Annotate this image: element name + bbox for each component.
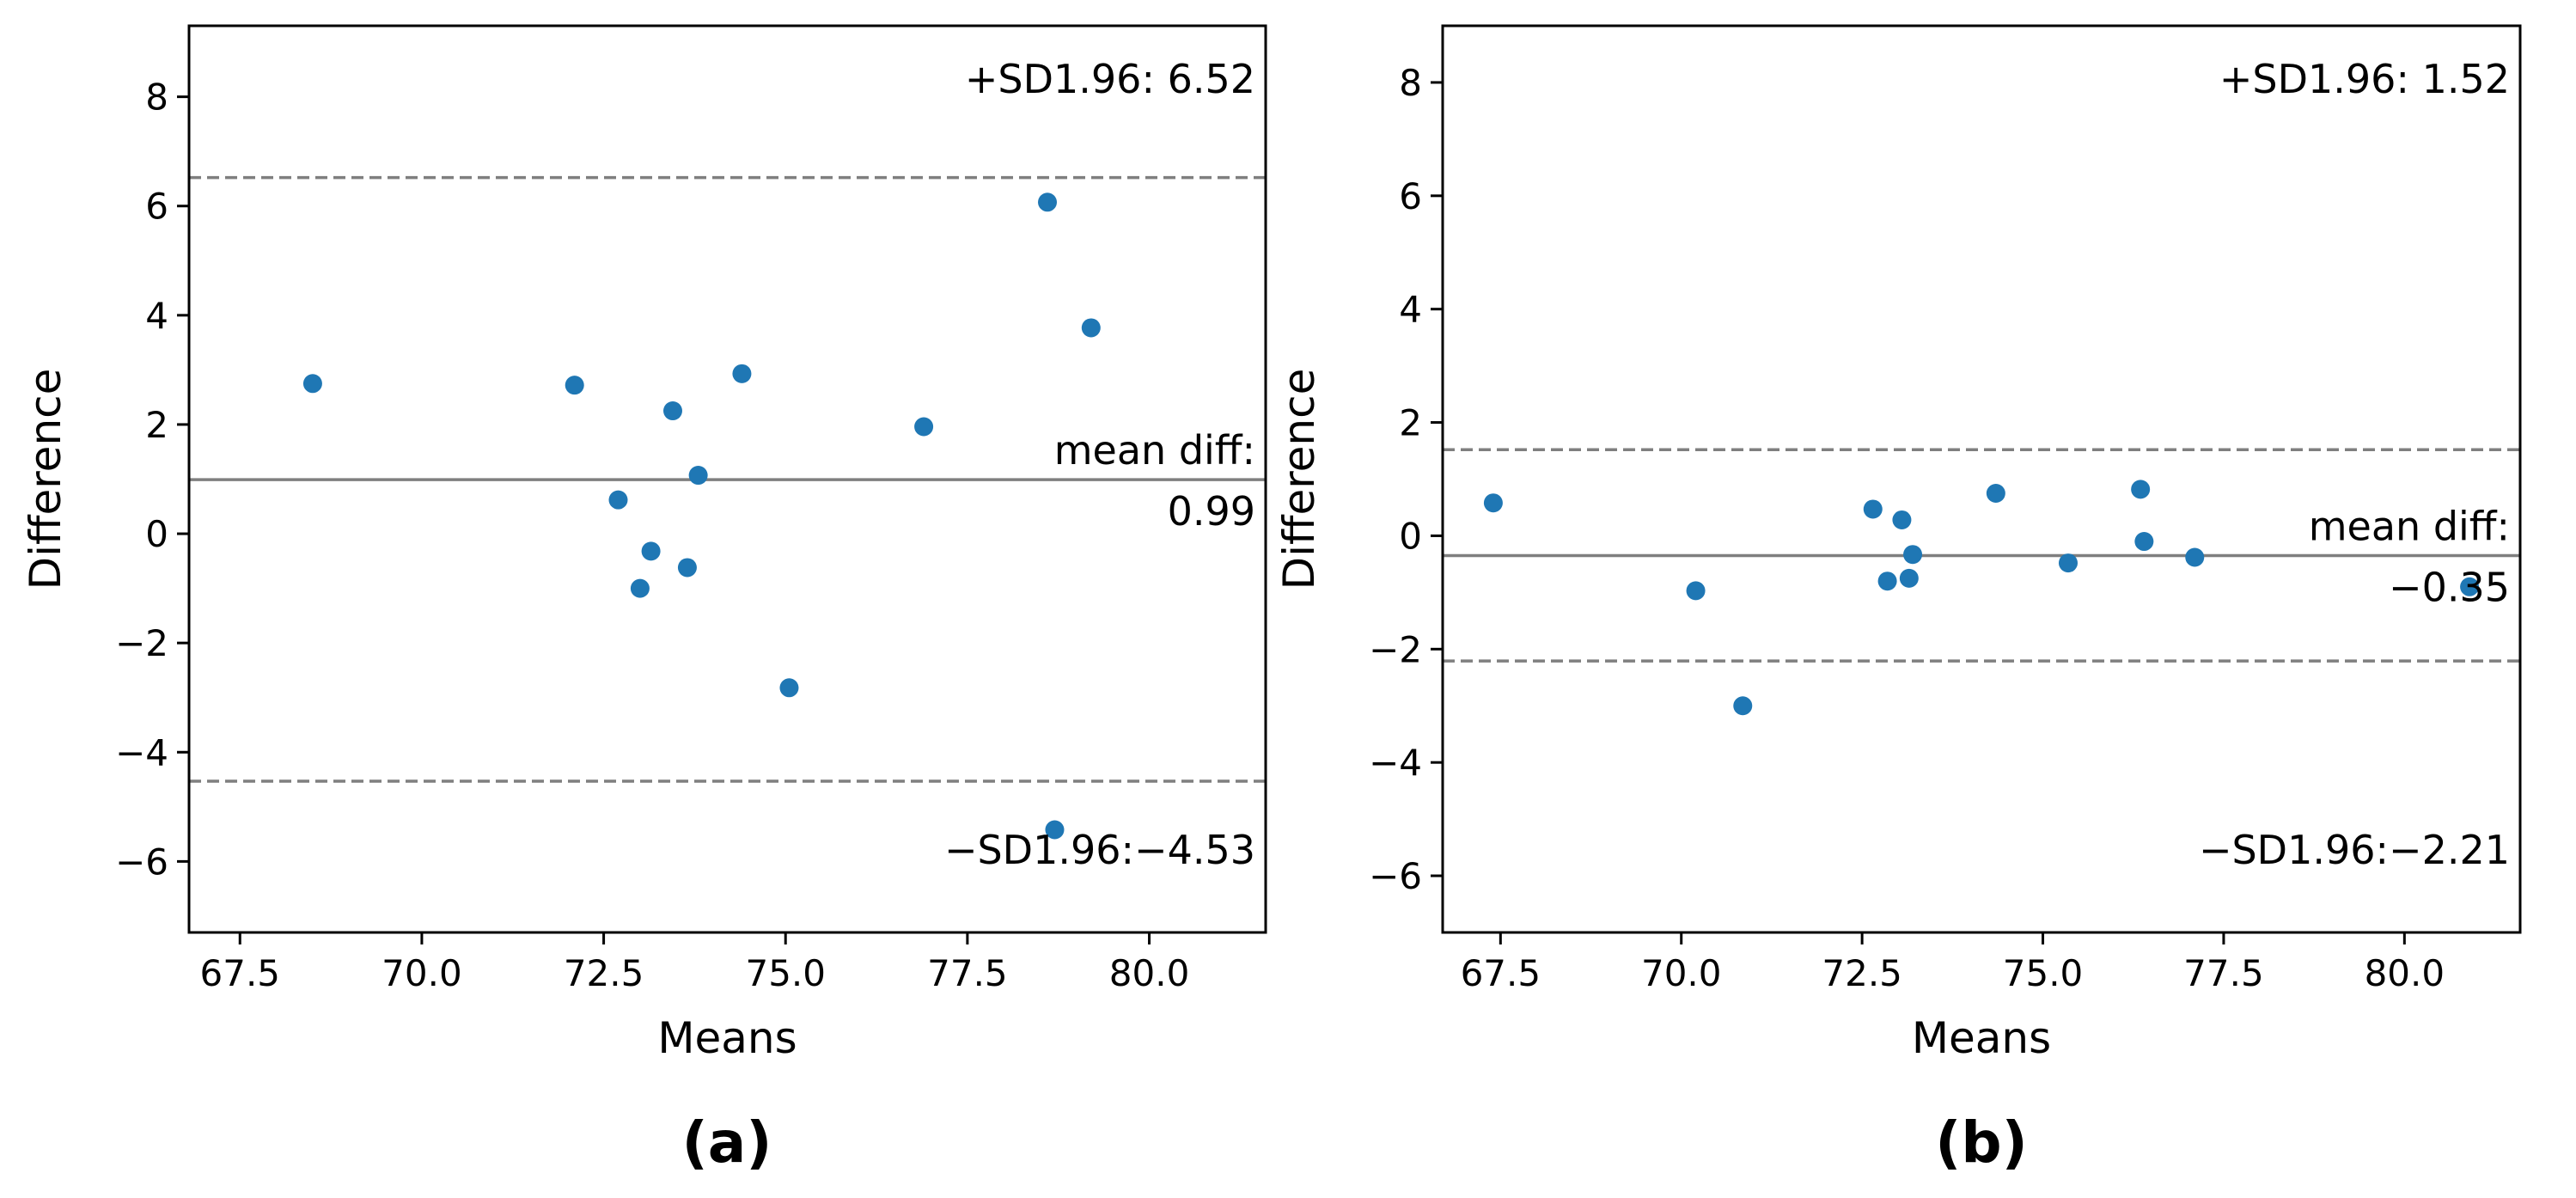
y-tick-label: −2 [115, 622, 168, 664]
data-point [1863, 499, 1883, 519]
data-point [1877, 571, 1897, 591]
data-point [2131, 480, 2151, 499]
y-tick-label: 0 [145, 513, 168, 555]
x-tick-label: 70.0 [382, 952, 462, 994]
panel-a: +SD1.96: 6.52 −SD1.96:−4.53 mean diff: 0.99… [21, 24, 1267, 1176]
y-tick-label: −4 [115, 731, 168, 773]
x-tick-label: 70.0 [1641, 952, 1722, 994]
x-tick-label: 72.5 [1822, 952, 1902, 994]
y-tick-label: 0 [1399, 515, 1422, 557]
data-point [1045, 820, 1065, 840]
data-point [641, 541, 661, 561]
data-point [914, 417, 934, 437]
data-point [630, 578, 650, 598]
mean-diff-label: mean diff: [1054, 427, 1255, 474]
x-axis-title: Means [1912, 1013, 2051, 1063]
x-tick-label: 67.5 [200, 952, 281, 994]
data-point [1686, 581, 1706, 601]
x-tick-label: 80.0 [2365, 952, 2445, 994]
y-tick-label: −2 [1369, 628, 1422, 670]
x-tick-label: 77.5 [2183, 952, 2264, 994]
y-tick-label: 6 [145, 186, 168, 228]
data-point [1081, 318, 1101, 338]
data-point [2460, 577, 2480, 596]
lower-limit-label: −SD1.96:−4.53 [944, 827, 1255, 873]
y-axis-title: Difference [1274, 369, 1324, 590]
data-point [1733, 696, 1753, 716]
data-point [677, 558, 697, 578]
data-point [1899, 568, 1919, 588]
x-axis-title: Means [657, 1013, 797, 1063]
data-point [608, 490, 628, 510]
data-point [2185, 547, 2205, 567]
data-point [663, 401, 683, 421]
y-tick-label: 4 [1399, 289, 1422, 331]
data-point [732, 364, 752, 383]
data-point [1038, 193, 1058, 212]
data-point [1892, 510, 1912, 529]
axes-frame [1441, 24, 2522, 934]
x-tick-label: 77.5 [927, 952, 1008, 994]
mean-diff-value: −0.35 [2389, 565, 2510, 611]
y-tick-label: 2 [1399, 402, 1422, 444]
y-tick-label: 8 [145, 76, 168, 119]
axes-frame [187, 24, 1267, 934]
y-axis-title: Difference [21, 369, 70, 590]
data-point [688, 466, 708, 486]
data-point [1483, 493, 1503, 513]
y-tick-label: 8 [1399, 62, 1422, 104]
y-tick-label: −4 [1369, 742, 1422, 784]
x-tick-label: 72.5 [564, 952, 644, 994]
data-point [302, 374, 322, 394]
panel-b: +SD1.96: 1.52 −SD1.96:−2.21 mean diff: −0.3… [1274, 24, 2522, 1176]
panel-label: (b) [1935, 1109, 2028, 1176]
y-tick-label: −6 [115, 840, 168, 883]
panel-label: (a) [682, 1109, 772, 1176]
y-tick-label: −6 [1369, 855, 1422, 897]
data-point [565, 376, 584, 395]
data-point [1986, 483, 2005, 503]
x-tick-label: 67.5 [1461, 952, 1541, 994]
data-point [1903, 545, 1923, 565]
data-point [2058, 553, 2078, 573]
y-tick-label: 2 [145, 404, 168, 446]
lower-limit-label: −SD1.96:−2.21 [2199, 827, 2510, 873]
x-tick-label: 80.0 [1109, 952, 1190, 994]
x-tick-label: 75.0 [745, 952, 826, 994]
upper-limit-label: +SD1.96: 1.52 [2219, 56, 2510, 102]
mean-diff-label: mean diff: [2309, 504, 2510, 550]
mean-diff-value: 0.99 [1168, 488, 1255, 535]
x-tick-label: 75.0 [2003, 952, 2084, 994]
data-point [779, 678, 799, 698]
y-tick-label: 6 [1399, 175, 1422, 217]
y-tick-label: 4 [145, 295, 168, 337]
data-point [2134, 532, 2154, 552]
upper-limit-label: +SD1.96: 6.52 [965, 56, 1255, 102]
